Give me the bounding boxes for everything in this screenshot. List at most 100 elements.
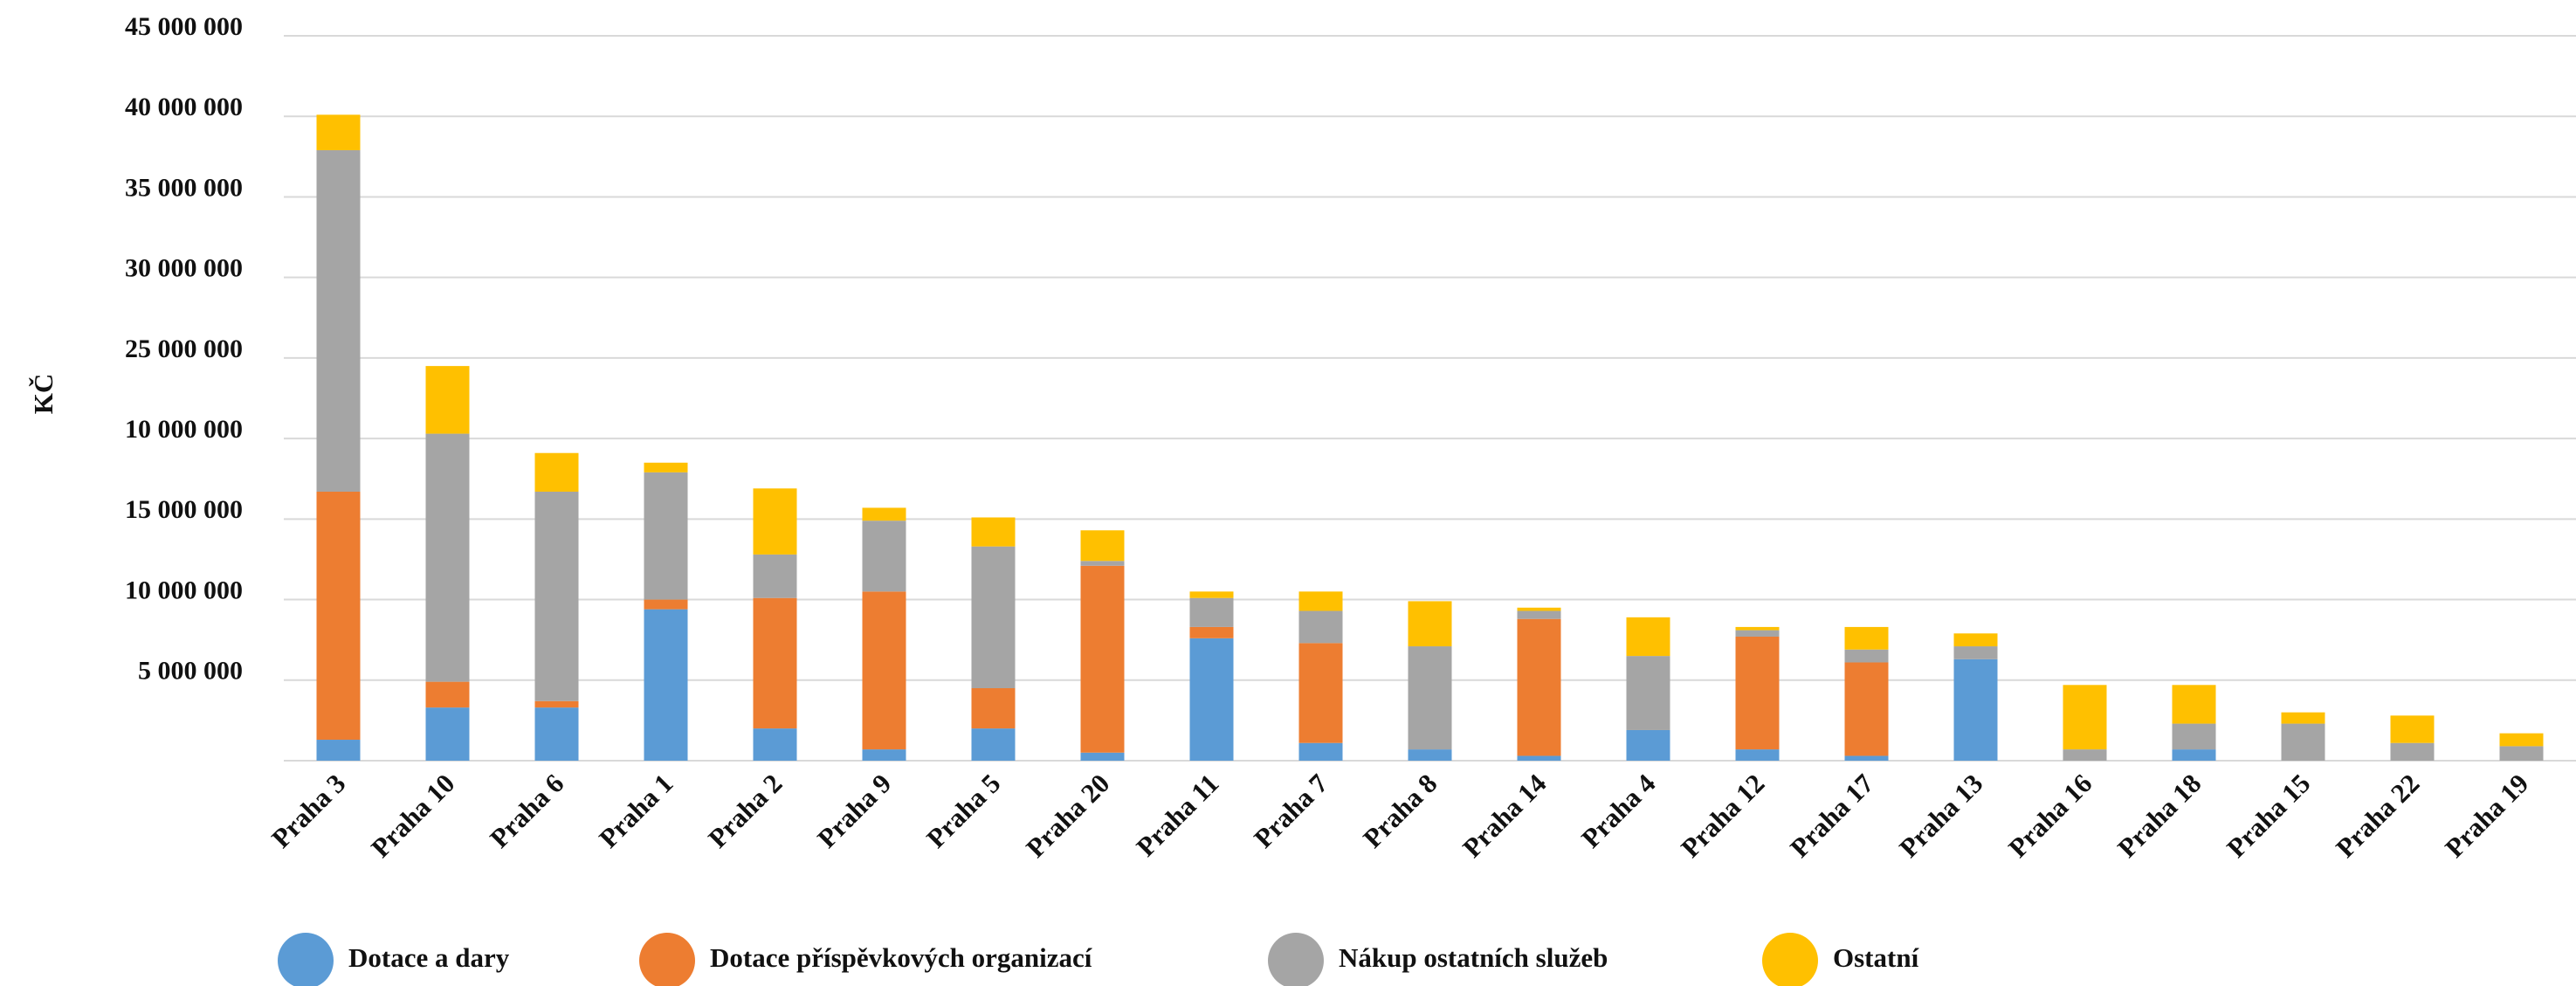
bar-segment — [1735, 636, 1780, 750]
bar-segment — [1517, 755, 1561, 761]
bar-segment — [316, 114, 361, 150]
x-tick-label: Praha 2 — [702, 768, 788, 853]
x-tick-label: Praha 19 — [2439, 768, 2534, 863]
bar-segment — [1735, 626, 1780, 631]
y-tick-label: 45 000 000 — [125, 12, 243, 41]
bar-segment — [862, 521, 906, 592]
x-tick-label: Praha 1 — [593, 768, 678, 853]
y-tick-label: 5 000 000 — [138, 657, 243, 686]
bar-segment — [316, 149, 361, 492]
x-tick-label: Praha 14 — [1457, 768, 1552, 863]
x-tick-label: Praha 8 — [1357, 768, 1443, 853]
bar-segment — [425, 433, 470, 682]
bar-segment — [1626, 729, 1670, 761]
bar-segment — [1408, 646, 1452, 750]
x-tick-label: Praha 11 — [1130, 768, 1224, 862]
x-tick-label: Praha 17 — [1784, 768, 1879, 863]
bar-segment — [1844, 649, 1889, 663]
x-tick-label: Praha 5 — [920, 768, 1006, 853]
bar-segment — [1408, 749, 1452, 761]
bar-segment — [2172, 685, 2216, 724]
bar-segment — [534, 491, 579, 701]
bar-segment — [2063, 685, 2107, 750]
y-tick-label: 10 000 000 — [125, 415, 243, 444]
legend-label: Dotace příspěvkových organizací — [710, 942, 1092, 973]
bar-segment — [1298, 742, 1343, 761]
x-tick-label: Praha 9 — [811, 768, 897, 853]
bar-segment — [753, 554, 797, 598]
bar-segment — [534, 707, 579, 761]
bar-segment — [316, 740, 361, 761]
x-tick-label: Praha 13 — [1893, 768, 1988, 863]
bar-segment — [1298, 591, 1343, 611]
x-tick-label: Praha 7 — [1248, 768, 1333, 853]
bar-segment — [1844, 755, 1889, 761]
y-tick-label: 10 000 000 — [125, 576, 243, 604]
bar-segment — [644, 472, 688, 600]
bar-segment — [1189, 638, 1234, 761]
bar-segment — [1298, 643, 1343, 743]
bar-segment — [862, 591, 906, 750]
x-tick-label: Praha 16 — [2002, 768, 2097, 863]
bar-segment — [1189, 591, 1234, 598]
y-tick-label: 30 000 000 — [125, 254, 243, 283]
bar-segment — [1844, 662, 1889, 756]
bar-segment — [425, 681, 470, 708]
legend-label: Nákup ostatních služeb — [1339, 942, 1608, 973]
bar-segment — [1953, 633, 1998, 647]
bar-segment — [862, 749, 906, 761]
bar-segment — [1189, 626, 1234, 638]
x-tick-label: Praha 4 — [1575, 768, 1661, 853]
bar-segment — [2172, 749, 2216, 761]
bar-segment — [862, 507, 906, 521]
bar-segment — [1517, 607, 1561, 611]
bar-segment — [644, 609, 688, 761]
bar-segment — [1080, 752, 1125, 761]
x-tick-label: Praha 15 — [2221, 768, 2316, 863]
bar-segment — [534, 700, 579, 708]
bar-segment — [425, 366, 470, 434]
bar-segment — [2281, 712, 2325, 724]
bar-segment — [534, 452, 579, 492]
bar-segment — [2390, 742, 2435, 761]
y-tick-label: 25 000 000 — [125, 334, 243, 363]
x-tick-label: Praha 22 — [2330, 768, 2425, 863]
x-tick-label: Praha 6 — [484, 768, 569, 853]
bar-segment — [971, 688, 1016, 729]
bar-segment — [971, 546, 1016, 688]
y-tick-label: 40 000 000 — [125, 93, 243, 121]
legend-marker — [1762, 933, 1818, 986]
bar-segment — [971, 517, 1016, 547]
x-tick-label: Praha 10 — [365, 768, 460, 863]
x-tick-label: Praha 3 — [265, 768, 351, 853]
bar-segment — [1080, 530, 1125, 562]
bar-segment — [1953, 658, 1998, 761]
bar-segment — [1735, 630, 1780, 637]
x-tick-label: Praha 20 — [1020, 768, 1115, 863]
bar-segment — [1517, 618, 1561, 756]
bar-segment — [2390, 715, 2435, 743]
legend-marker — [639, 933, 695, 986]
bar-segment — [2172, 723, 2216, 750]
bar-segment — [1298, 610, 1343, 644]
bar-segment — [1189, 597, 1234, 627]
bar-segment — [316, 491, 361, 741]
bar-segment — [971, 728, 1016, 761]
x-tick-label: Praha 12 — [1675, 768, 1770, 863]
bar-segment — [1080, 561, 1125, 566]
legend-marker — [278, 933, 334, 986]
bar-segment — [1517, 610, 1561, 619]
bar-segment — [1844, 626, 1889, 650]
bar-segment — [753, 488, 797, 555]
y-axis-title: KČ — [28, 374, 59, 415]
bar-segment — [644, 462, 688, 472]
bar-segment — [753, 728, 797, 761]
bar-segment — [1080, 565, 1125, 753]
bar-segment — [753, 597, 797, 729]
bar-segment — [1953, 646, 1998, 659]
legend-label: Dotace a dary — [348, 942, 510, 973]
bar-segment — [2499, 733, 2544, 747]
bar-segment — [2063, 749, 2107, 761]
